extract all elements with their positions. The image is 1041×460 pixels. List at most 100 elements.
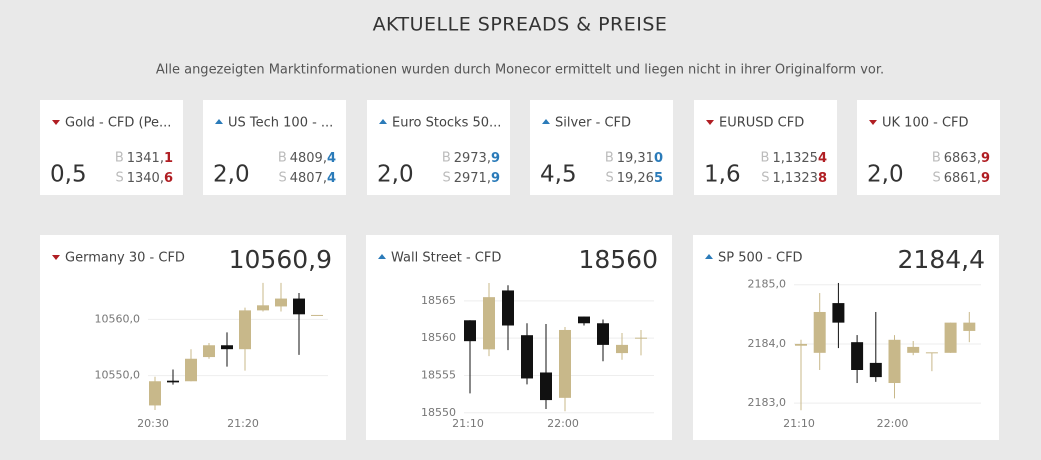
ticker-spread: 0,5 [50, 162, 87, 188]
x-tick-label: 20:30 [137, 417, 169, 430]
candle-body [257, 305, 269, 311]
price-last-digit: 1 [164, 151, 173, 166]
candle-body [851, 342, 864, 370]
direction-arrow [52, 255, 60, 260]
direction-arrow [705, 254, 713, 259]
y-tick-label: 18550 [421, 406, 456, 419]
x-tick-label: 21:20 [227, 417, 259, 430]
price-last-digit: 5 [654, 171, 663, 186]
ticker-ask: 19,265 [617, 171, 663, 186]
ticker-bid-label: B [115, 151, 124, 166]
candle-body [203, 345, 215, 358]
price-last-digit: 9 [491, 151, 500, 166]
ticker-name: Euro Stocks 50... [392, 116, 501, 131]
x-tick-label: 22:00 [547, 417, 579, 430]
ticker-ask: 1,13238 [772, 171, 827, 186]
ticker-name: UK 100 - CFD [882, 116, 969, 131]
candle-body [888, 339, 901, 384]
y-tick-label: 18560 [421, 331, 456, 344]
candle-body [597, 323, 609, 345]
candle-body [925, 352, 938, 354]
ticker-name: Silver - CFD [555, 116, 631, 131]
y-tick-label: 2185,0 [748, 278, 787, 291]
ticker-ask: 2971,9 [454, 171, 500, 186]
direction-arrow [379, 119, 387, 124]
candle-body [221, 345, 233, 350]
price-last-digit: 4 [327, 151, 336, 166]
y-tick-label: 2184,0 [748, 337, 787, 350]
price-last-digit: 9 [491, 171, 500, 186]
ticker-bid: 4809,4 [290, 151, 336, 166]
direction-arrow [378, 254, 386, 259]
price-last-digit: 9 [981, 151, 990, 166]
ticker-card [530, 100, 673, 195]
ticker-ask-label: S [278, 171, 286, 186]
direction-arrow [869, 120, 877, 125]
direction-arrow [542, 119, 550, 124]
y-tick-label: 18555 [421, 368, 456, 381]
x-tick-label: 21:10 [452, 417, 484, 430]
ticker-card [367, 100, 510, 195]
ticker-bid-label: B [278, 151, 287, 166]
chart-name: SP 500 - CFD [718, 251, 803, 266]
price-digits: 4809, [290, 151, 327, 166]
candle-body [907, 346, 920, 353]
chart-name: Germany 30 - CFD [65, 251, 185, 266]
chart-panel [40, 235, 346, 440]
ticker-spread: 2,0 [867, 162, 904, 188]
price-last-digit: 6 [164, 171, 173, 186]
candle-body [239, 310, 251, 350]
ticker-card [40, 100, 183, 195]
ticker-spread: 2,0 [377, 162, 414, 188]
ticker-name: Gold - CFD (Pe... [65, 116, 171, 131]
candle-body [521, 335, 533, 379]
ticker-card [694, 100, 837, 195]
price-last-digit: 4 [327, 171, 336, 186]
ticker-bid: 19,310 [617, 151, 663, 166]
ticker-bid: 6863,9 [944, 151, 990, 166]
price-digits: 19,31 [617, 151, 654, 166]
candle-body [149, 381, 161, 406]
ticker-spread: 1,6 [704, 162, 741, 188]
y-tick-label: 10550,0 [95, 369, 141, 382]
ticker-ask-label: S [442, 171, 450, 186]
candle-body [559, 329, 571, 398]
price-digits: 1340, [127, 171, 164, 186]
chart-value: 2184,4 [898, 245, 985, 274]
candle-body [578, 316, 590, 324]
candle-body [832, 303, 845, 323]
candle-body [635, 337, 647, 339]
candle-body [502, 290, 514, 326]
price-digits: 1341, [127, 151, 164, 166]
ticker-card [203, 100, 346, 195]
title: AKTUELLE SPREADS & PREISE [373, 14, 668, 36]
ticker-spread: 2,0 [213, 162, 250, 188]
ticker-bid: 2973,9 [454, 151, 500, 166]
ticker-spread: 4,5 [540, 162, 577, 188]
ticker-ask-label: S [932, 171, 940, 186]
direction-arrow [52, 120, 60, 125]
price-digits: 1,1325 [772, 151, 818, 166]
direction-arrow [706, 120, 714, 125]
price-digits: 4807, [290, 171, 327, 186]
ticker-bid-label: B [605, 151, 614, 166]
direction-arrow [215, 119, 223, 124]
candle-body [464, 320, 476, 342]
x-tick-label: 22:00 [877, 417, 909, 430]
y-tick-label: 2183,0 [748, 396, 787, 409]
candle-body [167, 380, 179, 383]
chart-panel [366, 235, 672, 440]
candle-body [616, 344, 628, 354]
ticker-ask: 4807,4 [290, 171, 336, 186]
ticker-ask: 1340,6 [127, 171, 173, 186]
candle-body [963, 322, 976, 331]
price-digits: 1,1323 [772, 171, 818, 186]
candle-body [795, 343, 807, 346]
candle-body [944, 322, 957, 353]
price-digits: 2971, [454, 171, 491, 186]
candle-body [483, 297, 495, 350]
ticker-bid-label: B [932, 151, 941, 166]
candle-body [813, 311, 826, 353]
price-digits: 6861, [944, 171, 981, 186]
